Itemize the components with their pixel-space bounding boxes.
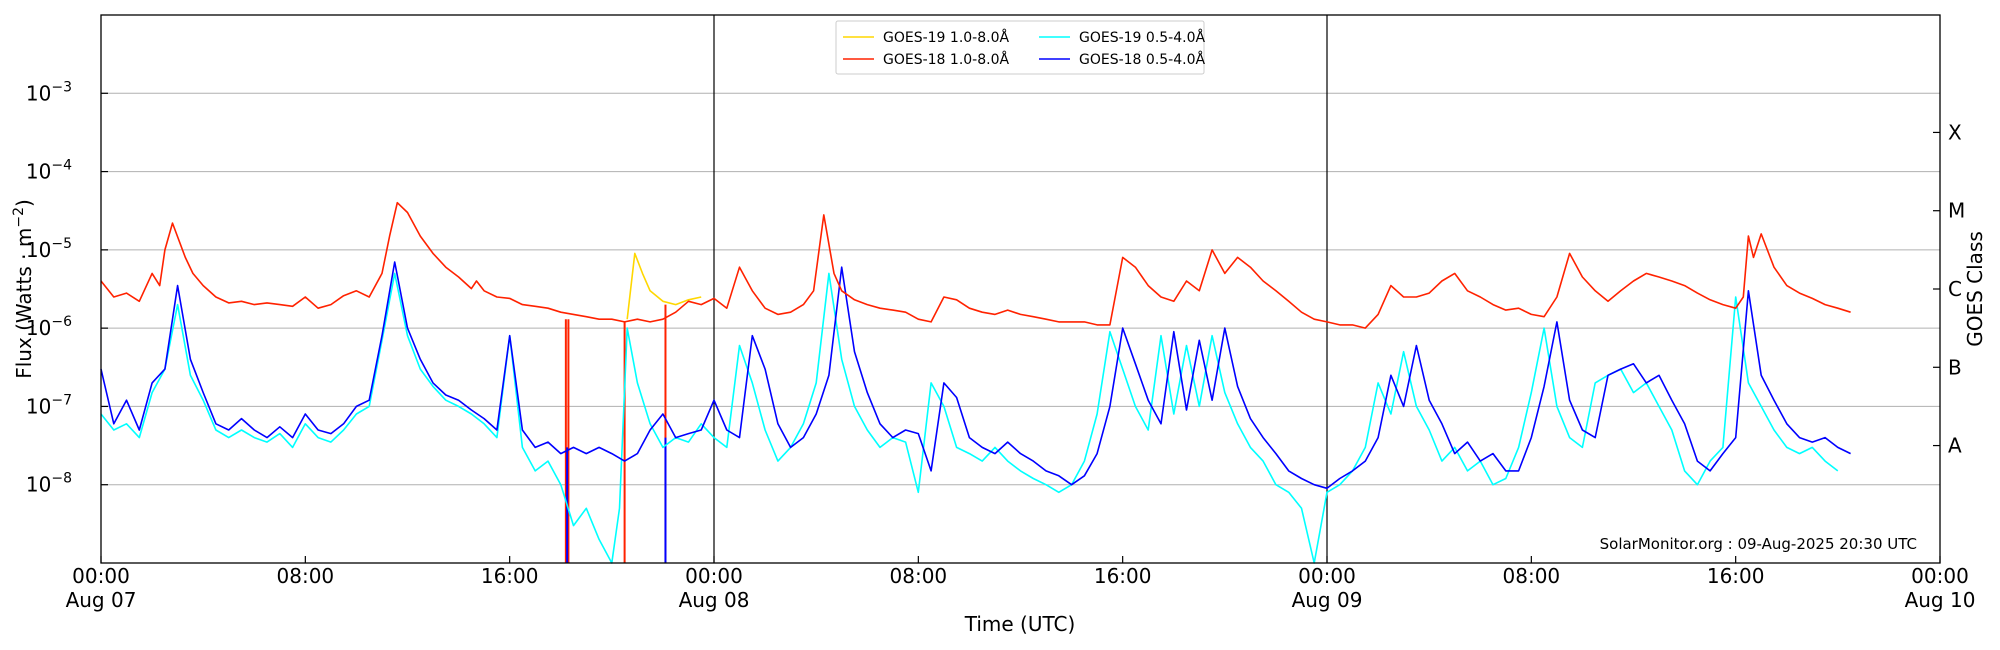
y-tick-label: 10−6 bbox=[26, 314, 72, 340]
y-tick-label-base: 10 bbox=[26, 81, 51, 105]
y-axis-label-main: Flux (Watts · m bbox=[12, 228, 36, 379]
x-tick-time-label: 08:00 bbox=[1503, 564, 1561, 588]
y-axis-label: Flux (Watts · m−2) bbox=[11, 199, 36, 379]
legend-label: GOES-18 1.0-8.0Å bbox=[883, 51, 1009, 68]
y-tick-label: 10−4 bbox=[26, 158, 72, 184]
y-tick-label-base: 10 bbox=[26, 473, 51, 497]
y-tick-label-exponent: −4 bbox=[51, 158, 72, 174]
series-lines bbox=[100, 201, 1851, 564]
y-tick-label: 10−3 bbox=[26, 79, 72, 105]
y-tick-label-base: 10 bbox=[26, 160, 51, 184]
series-line bbox=[100, 272, 1839, 564]
y-axis-label-superscript: −2 bbox=[11, 207, 27, 228]
y-axis-label-close: ) bbox=[12, 199, 36, 207]
x-tick-time-label: 16:00 bbox=[1094, 564, 1152, 588]
y-tick-label: 10−7 bbox=[26, 392, 72, 418]
day-boundary-lines bbox=[713, 15, 1328, 563]
data-dropouts bbox=[564, 304, 667, 563]
x-tick-time-label: 08:00 bbox=[277, 564, 335, 588]
legend-label: GOES-19 0.5-4.0Å bbox=[1079, 29, 1205, 46]
series-line bbox=[100, 261, 1851, 490]
grid-lines bbox=[101, 92, 1940, 486]
plot-frame bbox=[100, 14, 1941, 564]
x-axis-label: Time (UTC) bbox=[964, 612, 1076, 636]
x-tick-time-label: 00:00 bbox=[685, 564, 743, 588]
y-tick-label-exponent: −7 bbox=[51, 392, 72, 408]
x-tick-time-label: 00:00 bbox=[1298, 564, 1356, 588]
x-tick-date-label: Aug 08 bbox=[679, 588, 750, 612]
legend: GOES-19 1.0-8.0Å GOES-19 0.5-4.0Å GOES-18 … bbox=[835, 20, 1205, 75]
x-tick-time-label: 16:00 bbox=[1707, 564, 1765, 588]
goes-class-label: A bbox=[1948, 434, 1962, 458]
y-tick-label-base: 10 bbox=[26, 394, 51, 418]
y-tick-label: 10−8 bbox=[26, 471, 72, 497]
series-line bbox=[100, 201, 1851, 329]
y-tick-label-base: 10 bbox=[26, 238, 51, 262]
goes-class-label: X bbox=[1948, 120, 1962, 144]
goes-class-labels: A B C M X bbox=[1933, 120, 1965, 458]
y-axis-ticks: 10−810−710−610−510−410−3 bbox=[26, 79, 108, 497]
legend-label: GOES-19 1.0-8.0Å bbox=[883, 29, 1009, 46]
series-line bbox=[626, 252, 702, 320]
legend-label: GOES-18 0.5-4.0Å bbox=[1079, 51, 1205, 68]
y-tick-label-base: 10 bbox=[26, 316, 51, 340]
x-tick-time-label: 08:00 bbox=[890, 564, 948, 588]
y-tick-label-exponent: −3 bbox=[51, 79, 72, 95]
goes-class-label: B bbox=[1948, 355, 1962, 379]
x-tick-time-label: 16:00 bbox=[481, 564, 539, 588]
x-tick-time-label: 00:00 bbox=[1911, 564, 1969, 588]
x-tick-date-label: Aug 09 bbox=[1292, 588, 1363, 612]
x-tick-date-label: Aug 07 bbox=[66, 588, 137, 612]
x-tick-date-label: Aug 10 bbox=[1905, 588, 1976, 612]
goes-class-label: C bbox=[1948, 277, 1962, 301]
x-tick-time-label: 00:00 bbox=[72, 564, 130, 588]
y-tick-label: 10−5 bbox=[26, 236, 72, 262]
y-tick-label-exponent: −8 bbox=[51, 471, 72, 487]
y-tick-label-exponent: −6 bbox=[51, 314, 72, 330]
legend-entries: GOES-19 1.0-8.0Å GOES-19 0.5-4.0Å GOES-18 … bbox=[843, 29, 1205, 68]
goes-class-label: M bbox=[1948, 199, 1965, 223]
right-axis-label: GOES Class bbox=[1963, 231, 1987, 347]
y-tick-label-exponent: −5 bbox=[51, 236, 72, 252]
legend-box bbox=[835, 20, 1205, 75]
source-annotation: SolarMonitor.org : 09-Aug-2025 20:30 UTC bbox=[1600, 535, 1917, 553]
